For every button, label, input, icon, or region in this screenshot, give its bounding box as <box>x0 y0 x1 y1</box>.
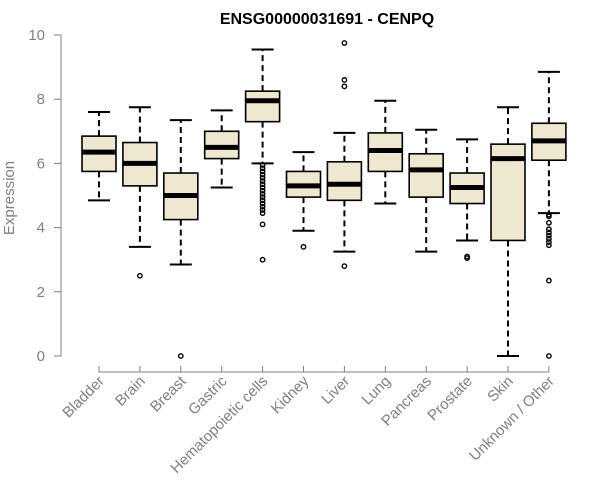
y-axis-ticks: 0 2 4 6 8 10 <box>28 27 61 365</box>
boxes-layer <box>81 40 567 359</box>
box-hematopoietic-cells <box>244 48 281 263</box>
outlier-point <box>341 263 348 270</box>
outlier-point <box>546 219 552 226</box>
y-tick-label: 8 <box>37 91 45 108</box>
box-kidney <box>285 151 322 250</box>
outlier-point <box>136 272 143 279</box>
outlier-point <box>546 232 552 239</box>
outlier-point <box>259 203 266 210</box>
x-category-label: Prostate <box>424 373 476 425</box>
x-category-label: Liver <box>318 373 353 408</box>
box-gastric <box>203 109 240 189</box>
outlier-point <box>177 353 184 359</box>
outlier-point <box>259 210 266 217</box>
x-category-label: Kidney <box>268 372 313 417</box>
outlier-point <box>300 243 307 250</box>
box-breast <box>163 119 199 359</box>
outlier-point <box>464 255 470 261</box>
x-category-label: Breast <box>147 372 190 415</box>
outlier-point <box>546 277 552 284</box>
chart-title: ENSG00000031691 - CENPQ <box>220 11 434 28</box>
outlier-point <box>546 213 552 220</box>
outlier-point <box>546 235 552 242</box>
outlier-point <box>259 187 266 194</box>
outlier-point <box>259 256 266 263</box>
iqr-box <box>326 160 363 202</box>
box-brain <box>122 106 158 279</box>
y-tick-label: 4 <box>37 220 45 237</box>
x-category-label: Skin <box>484 373 517 406</box>
iqr-box <box>408 152 445 198</box>
outlier-point <box>259 200 266 207</box>
outlier-point <box>546 226 552 233</box>
outlier-point <box>341 77 348 83</box>
outlier-point <box>259 174 266 181</box>
outlier-point <box>259 171 266 178</box>
box-skin <box>490 106 526 357</box>
outlier-point <box>259 194 266 201</box>
box-prostate <box>449 138 485 261</box>
box-unknown-other <box>531 70 567 359</box>
box-bladder <box>81 111 117 202</box>
outlier-point <box>259 207 266 213</box>
y-tick-label: 6 <box>37 155 45 172</box>
outlier-point <box>546 229 552 236</box>
outlier-point <box>259 165 266 172</box>
iqr-box <box>244 90 281 123</box>
x-category-label: Bladder <box>59 373 108 422</box>
x-category-label: Lung <box>359 373 395 409</box>
outlier-point <box>259 190 266 197</box>
outlier-point <box>341 83 348 90</box>
outlier-point <box>259 221 266 228</box>
outlier-point <box>259 162 266 168</box>
y-tick-label: 10 <box>28 27 45 44</box>
outlier-point <box>546 242 552 249</box>
box-lung <box>367 99 404 205</box>
outlier-point <box>259 178 266 184</box>
box-liver <box>326 40 363 270</box>
outlier-point <box>546 353 552 359</box>
outlier-point <box>341 40 348 46</box>
outlier-point <box>546 239 552 245</box>
outlier-point <box>259 181 266 188</box>
x-category-label: Brain <box>112 373 149 410</box>
y-axis-label: Expression <box>1 161 18 235</box>
outlier-point <box>259 184 266 191</box>
outlier-point <box>259 168 266 175</box>
y-tick-label: 0 <box>37 348 45 365</box>
outlier-point <box>259 197 266 204</box>
box-pancreas <box>408 128 445 253</box>
y-tick-label: 2 <box>37 284 45 301</box>
